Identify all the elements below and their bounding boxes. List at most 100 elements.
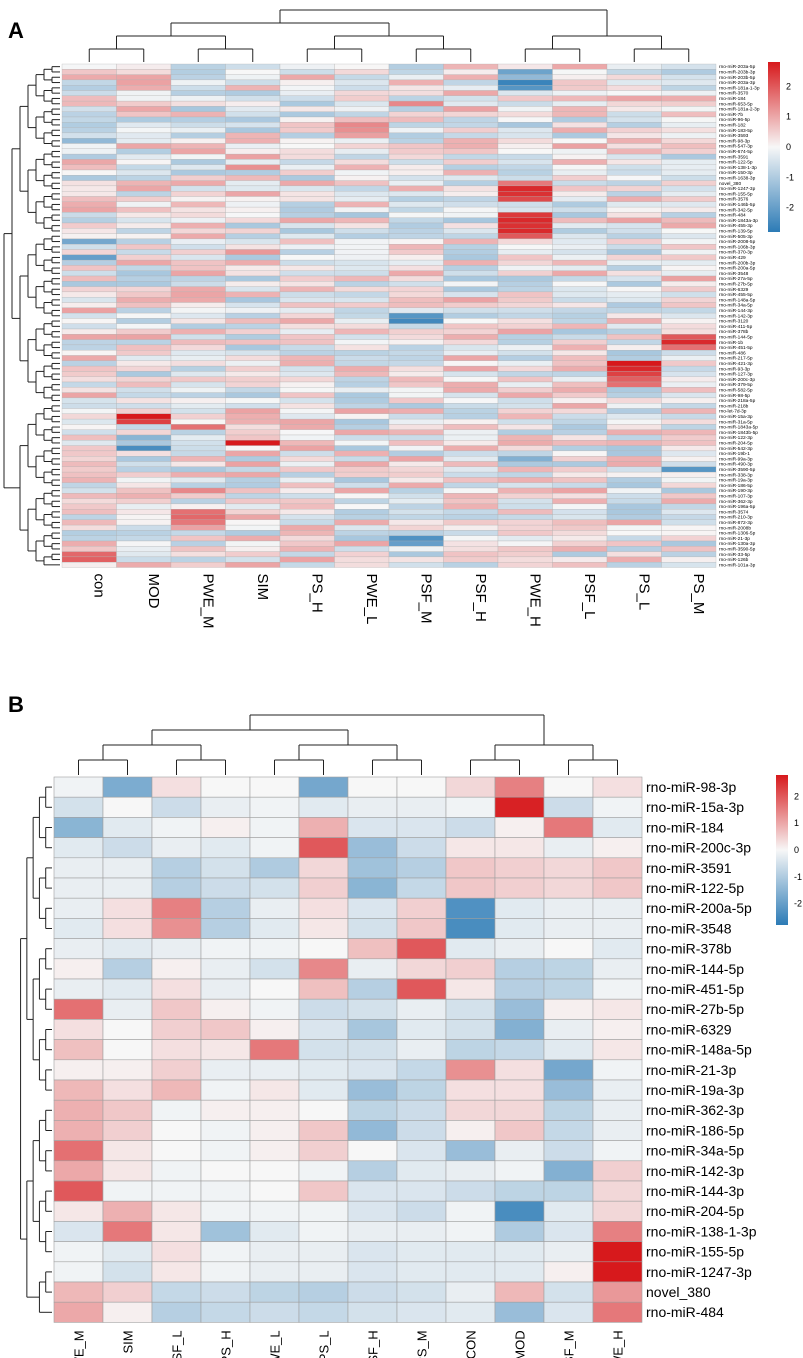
heatmap-cell — [249, 837, 300, 859]
heatmap-cell — [661, 556, 717, 563]
row-label: rno-miR-34a-5p — [646, 1143, 744, 1159]
heatmap-cell — [661, 514, 717, 520]
heatmap-cell — [334, 185, 390, 192]
heatmap-cell — [661, 360, 717, 367]
heatmap-cell — [543, 1059, 594, 1081]
heatmap-cell — [334, 180, 390, 187]
heatmap-cell — [334, 318, 390, 324]
heatmap-cell — [445, 796, 496, 818]
heatmap-cell — [298, 897, 349, 919]
heatmap-cell — [494, 897, 545, 919]
heatmap-cell — [592, 1241, 643, 1263]
heatmap-cell — [443, 487, 499, 494]
heatmap-cell — [443, 371, 499, 377]
heatmap-cell — [543, 877, 594, 899]
heatmap-cell — [116, 201, 172, 208]
heatmap-cell — [225, 238, 281, 245]
row-label: rno-miR-338-3p — [719, 472, 753, 478]
heatmap-cell — [443, 477, 499, 483]
heatmap-cell — [494, 978, 545, 1000]
heatmap-cell — [170, 79, 226, 86]
heatmap-cell — [443, 191, 499, 197]
heatmap-cell — [334, 143, 390, 149]
heatmap-cell — [388, 148, 444, 155]
heatmap-cell — [388, 169, 444, 176]
heatmap-cell — [249, 1079, 300, 1101]
heatmap-cell — [334, 153, 390, 160]
row-label: rno-miR-203b-3p — [719, 70, 756, 76]
row-label: rno-miR-542-3p — [719, 446, 753, 452]
heatmap-cell — [116, 456, 172, 462]
heatmap-cell — [592, 1079, 643, 1101]
heatmap-cell — [661, 466, 717, 473]
heatmap-cell — [661, 334, 717, 340]
heatmap-cell — [396, 1140, 447, 1162]
heatmap-cell — [497, 254, 553, 261]
heatmap-cell — [61, 477, 117, 483]
heatmap-cell — [116, 509, 172, 515]
heatmap-cell — [543, 1180, 594, 1202]
heatmap-cell — [225, 90, 281, 96]
heatmap-cell — [298, 918, 349, 939]
heatmap-cell — [552, 440, 608, 446]
heatmap-cell — [388, 238, 444, 245]
heatmap-cell — [116, 530, 172, 536]
heatmap-cell — [396, 1160, 447, 1182]
heatmap-cell — [61, 302, 117, 308]
heatmap-cell — [552, 238, 608, 245]
heatmap-cell — [661, 440, 717, 446]
column-label: PS_L — [635, 574, 652, 611]
heatmap-cell — [225, 397, 281, 404]
heatmap-cell — [225, 69, 281, 75]
row-label: rno-miR-218a-5p — [719, 398, 756, 404]
heatmap-cell — [200, 918, 251, 939]
heatmap-cell — [200, 1241, 251, 1263]
heatmap-cell — [116, 74, 172, 81]
heatmap-cell — [116, 360, 172, 367]
heatmap-cell — [497, 350, 553, 356]
heatmap-cell — [543, 998, 594, 1020]
heatmap-cell — [388, 275, 444, 282]
heatmap-cell — [552, 95, 608, 102]
heatmap-cell — [606, 95, 662, 102]
heatmap-cell — [61, 297, 117, 303]
heatmap-cell — [388, 196, 444, 202]
heatmap-cell — [61, 450, 117, 457]
row-label: rno-miR-1306-5p — [719, 531, 756, 537]
row-label: rno-miR-451-5p — [719, 345, 753, 351]
heatmap-cell — [170, 201, 226, 208]
heatmap-cell — [497, 392, 553, 399]
heatmap-cell — [151, 1099, 202, 1121]
heatmap-cell — [279, 562, 335, 568]
heatmap-cell — [606, 339, 662, 346]
heatmap-cell — [388, 403, 444, 409]
heatmap-cell — [279, 90, 335, 96]
heatmap-cell — [279, 106, 335, 112]
heatmap-cell — [170, 307, 226, 314]
heatmap-cell — [53, 776, 104, 798]
heatmap-cell — [661, 185, 717, 192]
heatmap-cell — [552, 244, 608, 250]
heatmap-cell — [279, 418, 335, 425]
heatmap-cell — [61, 445, 117, 452]
heatmap-cell — [279, 471, 335, 478]
heatmap-cell — [543, 978, 594, 1000]
heatmap-cell — [53, 1200, 104, 1222]
heatmap-cell — [606, 217, 662, 224]
heatmap-cell — [396, 1180, 447, 1202]
heatmap-cell — [61, 318, 117, 324]
column-label: PWE_H — [526, 574, 543, 627]
heatmap-cell — [279, 122, 335, 128]
heatmap-cell — [279, 408, 335, 414]
column-label: PWE_L — [268, 1330, 283, 1358]
heatmap-cell — [606, 397, 662, 404]
heatmap-cell — [443, 530, 499, 536]
heatmap-cell — [388, 445, 444, 452]
heatmap-cell — [116, 85, 172, 91]
heatmap-cell — [170, 138, 226, 144]
heatmap-cell — [552, 127, 608, 134]
heatmap-cell — [116, 440, 172, 446]
heatmap-cell — [61, 392, 117, 399]
heatmap-cell — [606, 466, 662, 473]
heatmap-cell — [61, 339, 117, 346]
